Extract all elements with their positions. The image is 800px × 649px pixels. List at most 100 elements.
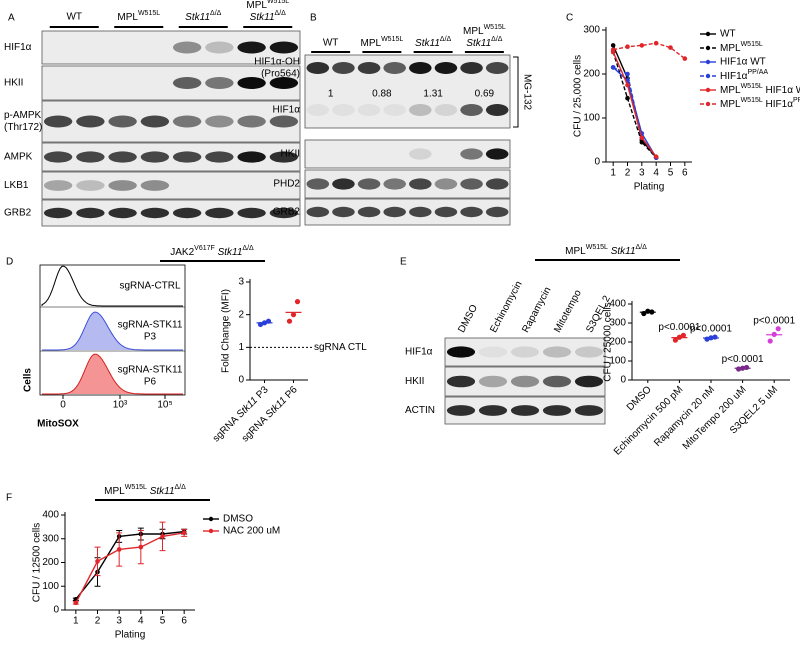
column-header: MPLW515L bbox=[361, 36, 404, 48]
blot-band bbox=[76, 180, 105, 191]
panel-title-part: V617F bbox=[194, 245, 215, 252]
blot-band bbox=[409, 148, 432, 160]
data-point bbox=[744, 364, 750, 371]
blot-band bbox=[478, 346, 508, 358]
y-tick-label: 0 bbox=[238, 375, 244, 386]
blot-band bbox=[542, 346, 572, 358]
x-tick-label: 6 bbox=[682, 168, 688, 179]
blot-band bbox=[446, 405, 476, 416]
legend-marker bbox=[705, 87, 711, 93]
blot-band bbox=[172, 115, 202, 128]
blot-band bbox=[306, 178, 330, 190]
legend-label: MPLW515L HIF1αPP/AA bbox=[720, 97, 800, 109]
legend-marker bbox=[208, 516, 214, 522]
blot-band bbox=[574, 405, 604, 416]
legend-label-part: MPL bbox=[720, 99, 741, 110]
data-point bbox=[294, 299, 301, 305]
column-header: WT bbox=[323, 38, 339, 49]
blot-band bbox=[383, 104, 406, 116]
panel-title-part: Δ/Δ bbox=[636, 244, 648, 251]
blot-band bbox=[172, 207, 202, 219]
blot-band bbox=[108, 207, 137, 219]
blot-band bbox=[205, 207, 234, 219]
panel-title-part: Δ/Δ bbox=[242, 245, 254, 252]
panel-title-part: Stk11 bbox=[218, 247, 243, 258]
row-label: HIF1α bbox=[405, 347, 433, 358]
data-point bbox=[95, 559, 100, 564]
row-label: GRB2 bbox=[273, 207, 301, 218]
blot-band bbox=[446, 375, 476, 388]
y-tick-label: 100 bbox=[42, 581, 59, 592]
legend-marker bbox=[705, 101, 711, 107]
data-point bbox=[286, 318, 293, 324]
blot-band bbox=[434, 104, 458, 116]
column-header-part: Stk11 bbox=[466, 38, 491, 49]
sample-label: sgRNA-CTRL bbox=[119, 281, 181, 292]
column-header: Stk11Δ/Δ bbox=[415, 36, 451, 48]
blot-band bbox=[357, 206, 381, 218]
blot-band bbox=[76, 151, 105, 163]
sample-label: P3 bbox=[144, 332, 157, 343]
blot-band bbox=[383, 178, 406, 190]
legend-label-part: MPL bbox=[720, 85, 741, 96]
row-label: (Thr172) bbox=[4, 122, 42, 133]
blot-band bbox=[409, 62, 432, 74]
x-tick-label: 3 bbox=[639, 168, 645, 179]
y-tick-label: 300 bbox=[42, 533, 59, 544]
x-tick-label: 6 bbox=[181, 616, 187, 627]
row-label: HKII bbox=[281, 149, 300, 160]
axis-label: MitoSOX bbox=[37, 419, 79, 430]
row-label: AMPK bbox=[4, 152, 33, 163]
blot-band bbox=[76, 207, 105, 219]
column-header-part: Stk11 bbox=[250, 12, 275, 23]
blot-band bbox=[205, 77, 234, 89]
histogram-tick-label: 10³ bbox=[113, 400, 128, 411]
blot-band bbox=[409, 104, 432, 116]
blot-band bbox=[485, 104, 509, 116]
column-header: WT bbox=[66, 12, 82, 23]
histogram-curve bbox=[41, 265, 183, 307]
panel-title: MPLW515L Stk11Δ/Δ bbox=[104, 484, 186, 496]
axis-label: Cells bbox=[23, 368, 34, 392]
legend-label-part: HIF1α bbox=[763, 99, 793, 110]
blot-band bbox=[43, 115, 73, 128]
data-point bbox=[680, 332, 687, 338]
blot-band bbox=[409, 206, 432, 218]
column-header-part: W515L bbox=[267, 0, 289, 5]
legend-label: MPLW515L bbox=[720, 41, 763, 53]
blot-band bbox=[140, 207, 170, 219]
legend-label-part: HIF1α WT bbox=[763, 85, 800, 96]
x-tick-label: sgRNA Stk11 P6 bbox=[240, 384, 300, 444]
quantification: 1.31 bbox=[423, 89, 443, 100]
blot-band bbox=[332, 104, 355, 116]
sample-label: sgRNA-STK11 bbox=[118, 365, 183, 376]
data-point bbox=[625, 95, 630, 101]
data-point bbox=[181, 530, 187, 536]
column-header-part: W515L bbox=[381, 36, 403, 43]
blot-band bbox=[205, 41, 234, 54]
p-value: p<0.0001 bbox=[690, 324, 732, 335]
panel-title-part: Stk11 bbox=[611, 246, 636, 257]
blot-band bbox=[140, 151, 170, 163]
blot-band bbox=[510, 405, 540, 416]
blot-band bbox=[237, 207, 266, 219]
data-point bbox=[160, 534, 165, 539]
panel-title-part: W515L bbox=[125, 484, 147, 491]
blot-band bbox=[108, 115, 137, 128]
row-label: LKB1 bbox=[4, 180, 29, 191]
column-header: MPLW515L bbox=[463, 24, 506, 36]
column-header: Mitotempo bbox=[552, 288, 584, 335]
row-label: HKII bbox=[405, 376, 424, 387]
blot-band bbox=[434, 178, 458, 190]
x-tick-label: 4 bbox=[138, 616, 144, 627]
x-axis-label: Plating bbox=[634, 182, 665, 193]
data-point bbox=[767, 338, 773, 344]
data-point bbox=[668, 45, 673, 50]
legend-marker bbox=[208, 528, 214, 534]
blot-band bbox=[237, 77, 266, 89]
legend-label: NAC 200 uM bbox=[223, 526, 280, 537]
y-tick-label: 2 bbox=[238, 309, 244, 320]
panel-title-part: W515L bbox=[586, 244, 608, 251]
legend-label: WT bbox=[720, 29, 736, 40]
